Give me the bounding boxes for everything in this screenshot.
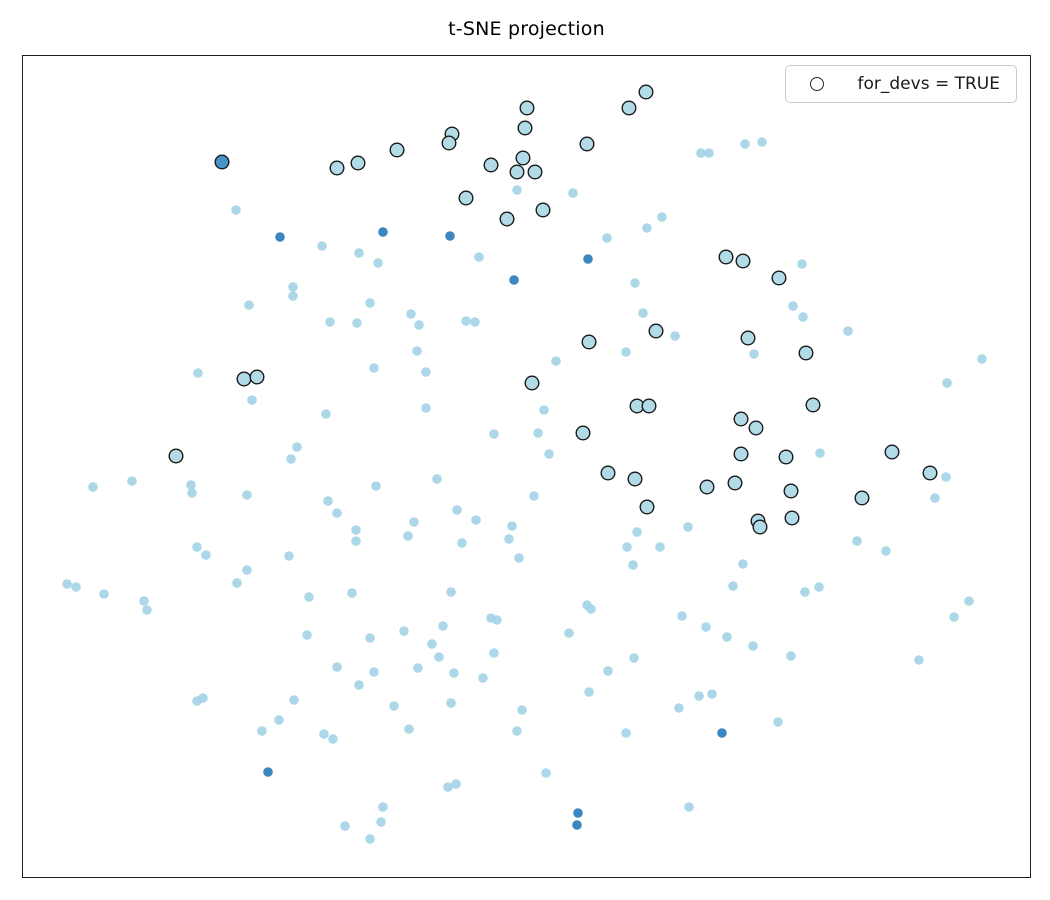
open-circle-legend-marker-icon — [809, 77, 824, 91]
plot-area: for_devs = TRUE — [22, 55, 1031, 878]
legend: for_devs = TRUE — [784, 65, 1017, 103]
legend-label: for_devs = TRUE — [857, 74, 1000, 94]
chart-title: t-SNE projection — [448, 18, 605, 40]
